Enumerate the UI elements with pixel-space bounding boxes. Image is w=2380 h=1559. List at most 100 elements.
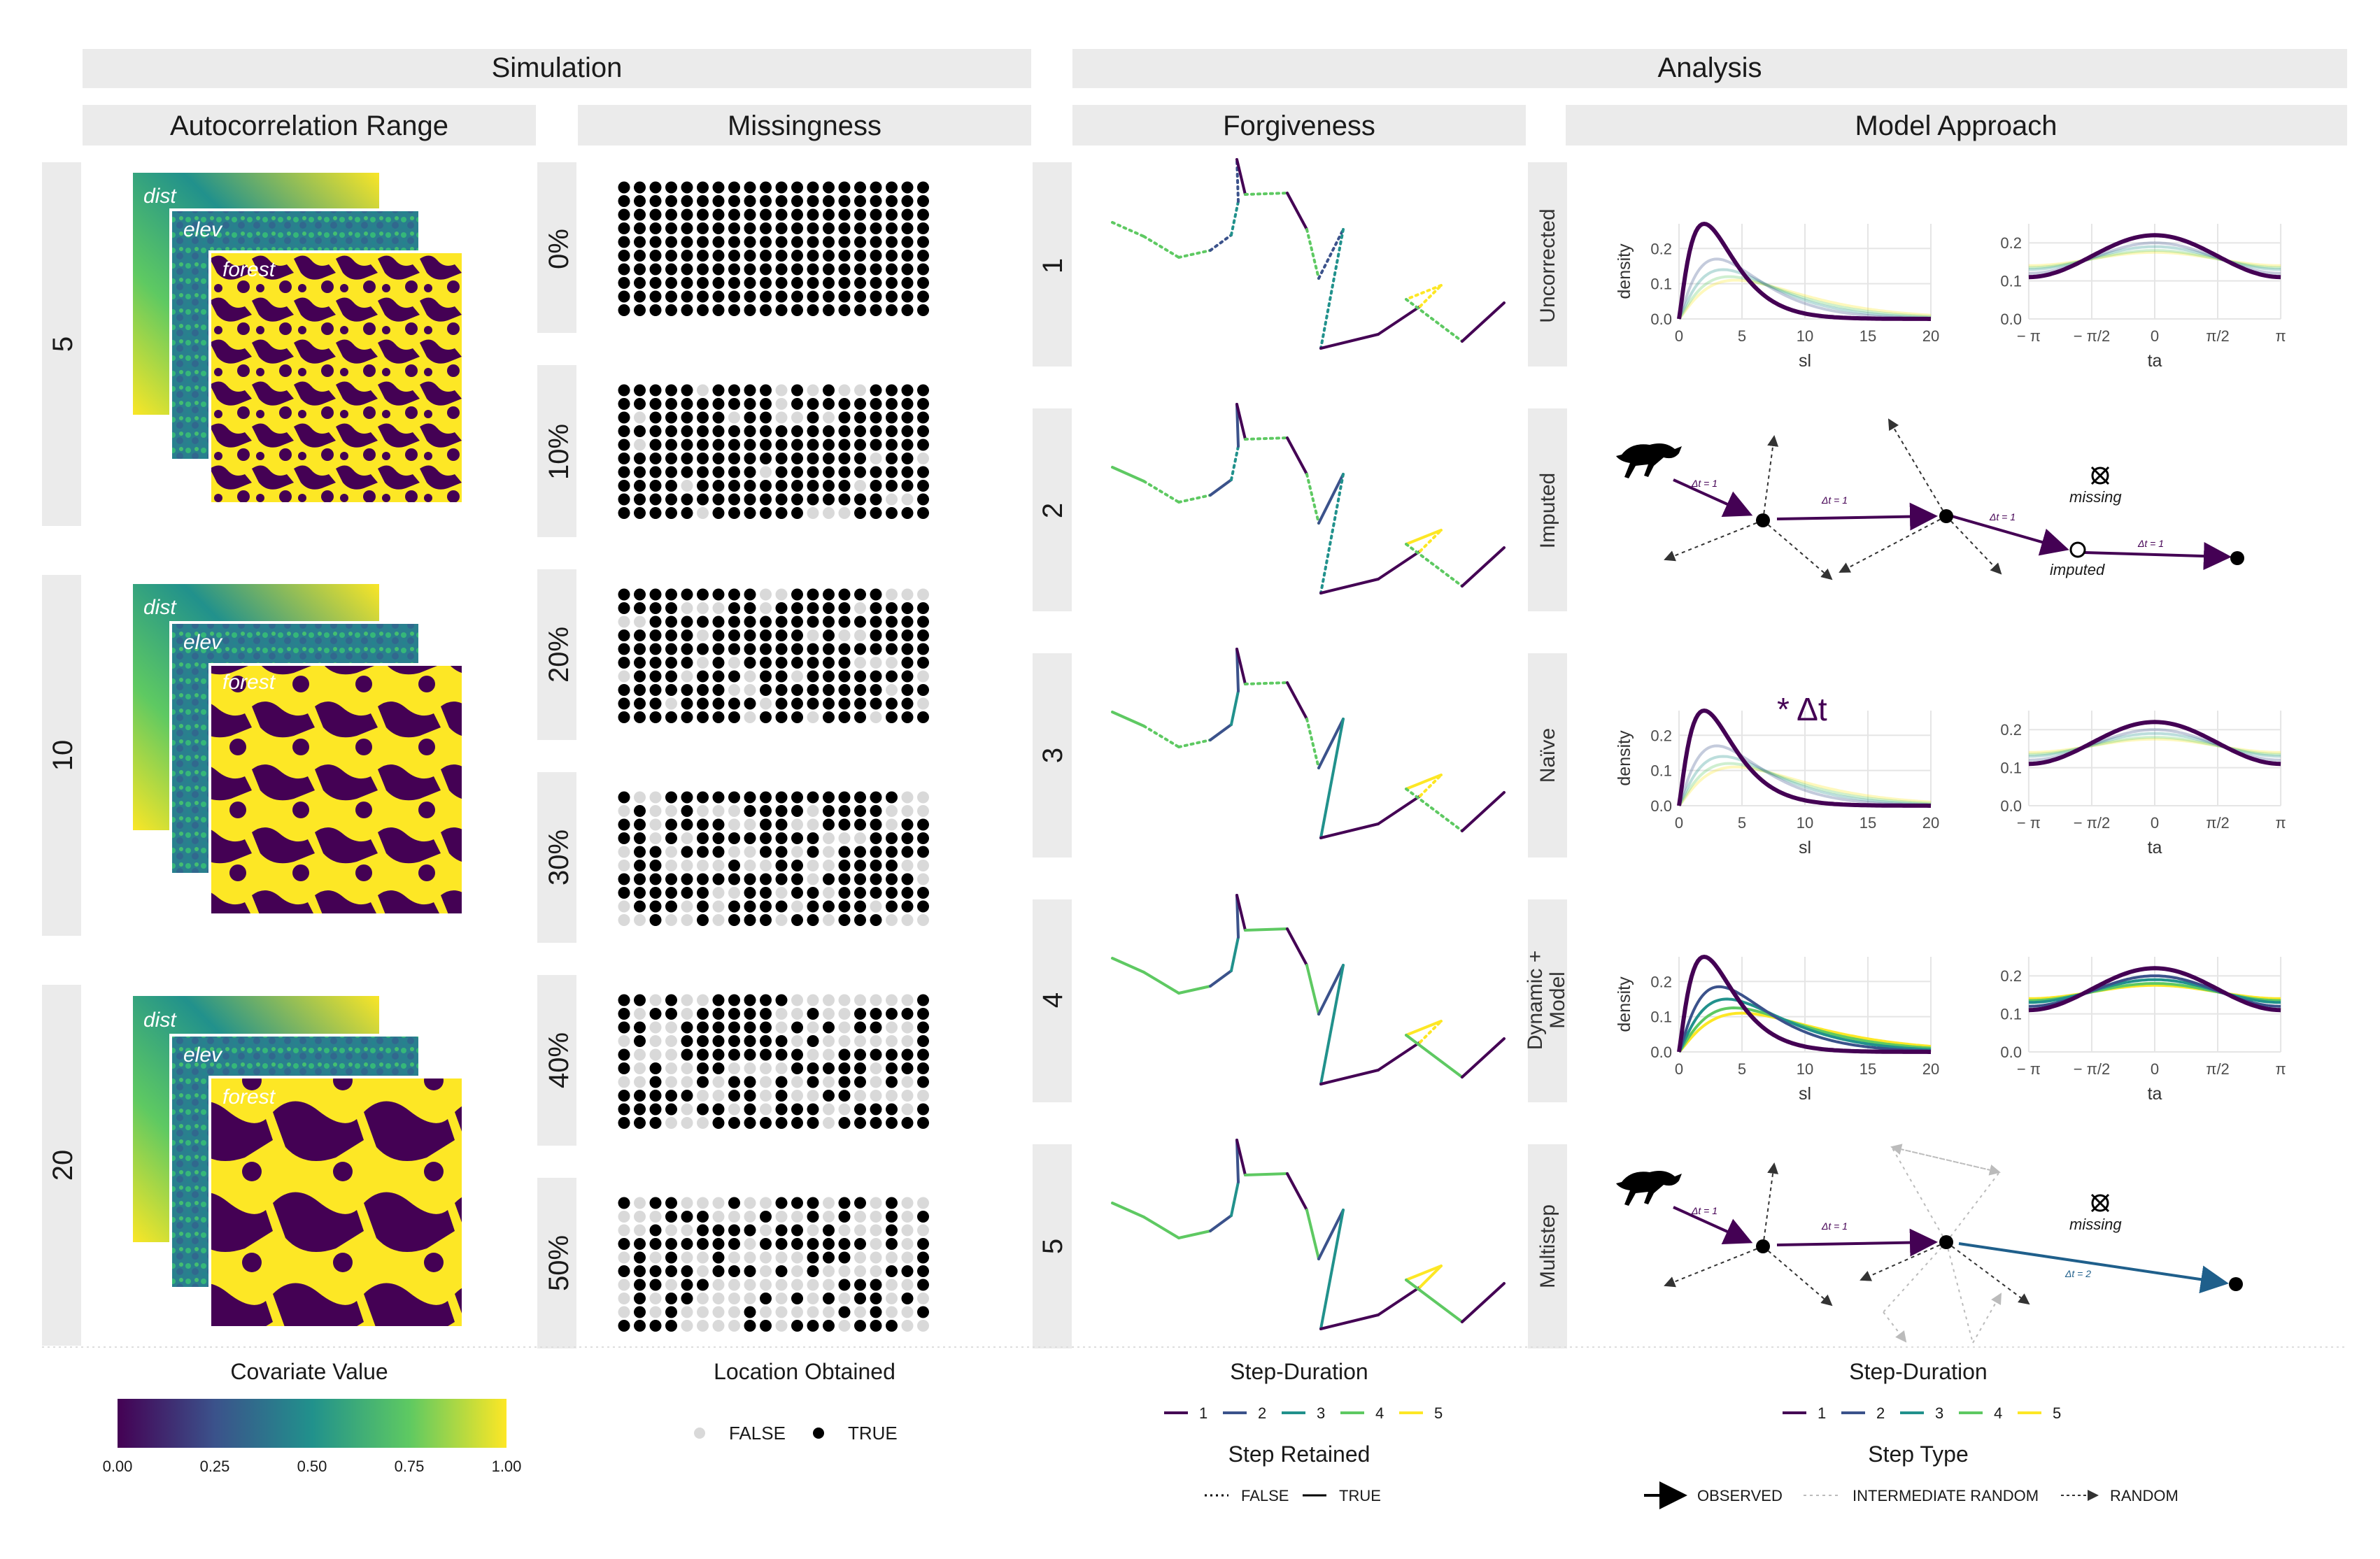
location-dot (791, 873, 803, 885)
location-dot (917, 1224, 929, 1237)
x-tick-label: 5 (1738, 814, 1746, 832)
location-dot (697, 453, 709, 464)
location-dot (681, 1103, 693, 1116)
location-dot (886, 195, 898, 207)
location-dot (838, 1211, 851, 1223)
track-step (1235, 894, 1240, 939)
location-dot (901, 791, 914, 804)
location-dot (886, 1238, 898, 1250)
location-dot (775, 832, 788, 844)
location-dot (744, 1048, 756, 1061)
layer-label-forest: forest (222, 671, 276, 694)
location-dot (838, 1238, 851, 1250)
location-dot (838, 670, 851, 683)
location-dot (618, 411, 630, 424)
density-curve (2028, 233, 2281, 280)
location-dot (697, 1197, 709, 1209)
x-axis-label: ta (2148, 1084, 2162, 1104)
location-dot (791, 791, 803, 804)
location-dot (886, 290, 898, 303)
location-dot (681, 195, 693, 207)
location-dot (744, 1306, 756, 1318)
location-dot (712, 994, 725, 1006)
track-step (1286, 192, 1308, 231)
location-dot (807, 1090, 819, 1102)
track-step (1461, 301, 1506, 343)
location-dot (760, 657, 772, 669)
location-dot (760, 684, 772, 696)
track-step (1461, 546, 1506, 588)
location-dot (917, 304, 929, 316)
location-dot (807, 887, 819, 899)
model-approach-panel: Uncorrected Imputed Naïve Dynamic + Mode… (1524, 162, 2286, 1348)
location-dot (823, 994, 835, 1006)
location-dot (744, 994, 756, 1006)
location-dot (917, 873, 929, 885)
layer-label-dist: dist (143, 1009, 177, 1032)
location-dot (697, 439, 709, 451)
track-step (1319, 578, 1380, 595)
location-dot (728, 195, 740, 207)
x-tick-label: 15 (1860, 1060, 1876, 1078)
location-dot (728, 1320, 740, 1332)
location-dot (618, 711, 630, 723)
location-dot (728, 181, 740, 194)
location-dot (760, 914, 772, 926)
location-dot (775, 425, 788, 437)
location-dot (901, 1062, 914, 1074)
density-charts: 0.0 0.1 0.2 0 5 10 15 20 sl density 0.0 0.1 0.2 − π − … (1615, 221, 2286, 1104)
location-dot (760, 900, 772, 913)
location-dot (744, 1103, 756, 1116)
location-dot (823, 263, 835, 276)
location-dot (760, 181, 772, 194)
location-dot (697, 411, 709, 424)
location-dot (886, 208, 898, 221)
location-dot (744, 181, 756, 194)
location-dot (634, 1265, 646, 1277)
location-dot (917, 602, 929, 614)
x-tick-label: 0 (2151, 814, 2159, 832)
location-dot (823, 832, 835, 844)
location-dot (775, 994, 788, 1006)
location-dot (665, 411, 677, 424)
location-dot (634, 1021, 646, 1034)
location-dot (854, 398, 866, 410)
track-step (1405, 1265, 1443, 1281)
location-dot (901, 290, 914, 303)
location-dot (712, 670, 725, 683)
location-dot (712, 914, 725, 926)
location-dot (917, 1090, 929, 1102)
track-step (1377, 1041, 1422, 1072)
x-tick-label: 0 (2151, 327, 2159, 345)
location-dot (917, 643, 929, 655)
location-dot (634, 304, 646, 316)
track-step (1405, 529, 1443, 546)
location-dot (681, 250, 693, 262)
location-dot (665, 1211, 677, 1223)
location-dot (901, 1265, 914, 1277)
location-dot (870, 304, 882, 316)
location-dot (886, 643, 898, 655)
location-dot (886, 1008, 898, 1020)
location-dot (665, 425, 677, 437)
location-dot-grids (618, 181, 929, 1332)
location-dot (823, 411, 835, 424)
location-dot (712, 263, 725, 276)
location-dot (649, 697, 662, 710)
location-dot (681, 453, 693, 464)
layer-label-dist: dist (143, 185, 177, 208)
location-dot (744, 466, 756, 478)
location-dot (712, 1062, 725, 1074)
location-dot (901, 846, 914, 858)
track-step (1305, 228, 1320, 280)
location-dot (618, 805, 630, 817)
location-dot (870, 290, 882, 303)
location-dot (618, 480, 630, 492)
y-tick-label: 0.0 (1650, 311, 1672, 328)
location-dot (760, 222, 772, 234)
location-dot (712, 900, 725, 913)
location-dot (838, 615, 851, 628)
location-dot (728, 290, 740, 303)
layer-label-elev: elev (183, 631, 223, 654)
location-dot (649, 602, 662, 614)
